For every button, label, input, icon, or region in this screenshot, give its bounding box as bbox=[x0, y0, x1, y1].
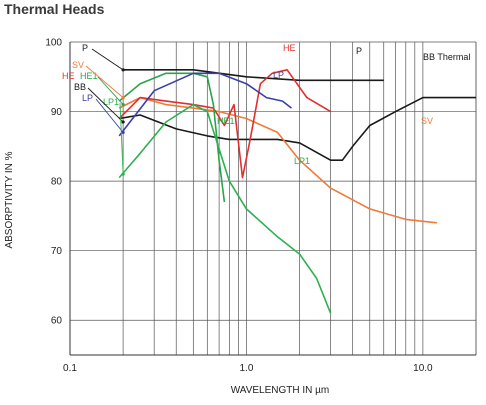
series-lines bbox=[118, 69, 476, 314]
annotation-pointer bbox=[119, 102, 124, 175]
annotation-pointer bbox=[85, 65, 124, 98]
series-annotation: LP1 bbox=[103, 97, 119, 107]
annotation-pointer-tip bbox=[121, 130, 125, 135]
annotation-pointer bbox=[97, 76, 124, 105]
series-line-lp bbox=[118, 72, 292, 137]
series-annotation: P bbox=[356, 46, 362, 56]
axes bbox=[69, 42, 476, 356]
annotation-pointer-tip bbox=[121, 172, 125, 176]
series-line-bb-thermal bbox=[119, 96, 476, 161]
series-annotation: SV bbox=[72, 60, 84, 70]
series-annotation: LP bbox=[273, 70, 284, 80]
x-tick-label: 10.0 bbox=[413, 363, 433, 374]
annotation-pointer bbox=[95, 98, 124, 133]
x-tick-label: 0.1 bbox=[63, 363, 77, 374]
series-annotation: HE1 bbox=[217, 116, 235, 126]
annotation-pointer bbox=[87, 87, 124, 123]
annotation-pointer-tip bbox=[121, 103, 125, 107]
series-annotation: HE bbox=[62, 71, 75, 81]
series-annotation: SV bbox=[421, 116, 433, 126]
y-tick-label: 100 bbox=[45, 38, 62, 49]
series-line-he bbox=[118, 69, 332, 179]
series-annotation: BB bbox=[74, 82, 86, 92]
series-annotation: BB Thermal bbox=[423, 52, 470, 62]
annotation-pointer-tip bbox=[121, 96, 125, 100]
annotation-pointer-tip bbox=[121, 120, 125, 124]
y-tick-label: 70 bbox=[51, 246, 63, 257]
series-annotation: P bbox=[82, 43, 88, 53]
y-tick-label: 80 bbox=[51, 177, 63, 188]
y-axis-label: ABSORPTIVITY IN % bbox=[4, 151, 15, 248]
tick-labels: 60 70 80 90 100 0.1 1.0 10.0 bbox=[45, 38, 433, 375]
y-tick-label: 90 bbox=[51, 107, 63, 118]
x-tick-label: 1.0 bbox=[239, 363, 253, 374]
annotation-pointer-tip bbox=[121, 68, 125, 72]
series-annotation: LP bbox=[82, 93, 93, 103]
series-annotation: HE1 bbox=[80, 71, 98, 81]
y-tick-label: 60 bbox=[51, 316, 63, 327]
series-line-p bbox=[123, 69, 384, 82]
series-line-lp1 bbox=[118, 103, 332, 314]
chart-title: Thermal Heads bbox=[4, 1, 105, 17]
series-line-sv bbox=[118, 96, 437, 224]
series-annotation: HE bbox=[283, 43, 296, 53]
x-axis-label: WAVELENGTH IN µm bbox=[231, 385, 330, 396]
series-line-he1 bbox=[118, 72, 226, 203]
grid bbox=[70, 41, 477, 355]
annotation-pointer bbox=[91, 48, 124, 71]
series-annotation: LP1 bbox=[294, 156, 310, 166]
